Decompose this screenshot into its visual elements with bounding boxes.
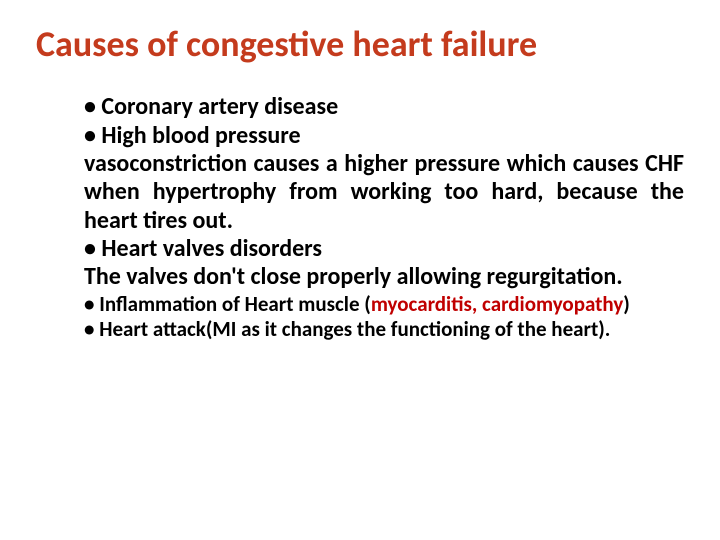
bullet-4-lead: Inflammation of Heart muscle (99, 291, 364, 317)
bullet-2-text: High blood pressure (101, 121, 300, 150)
bullet-5: • Heart attack(MI as it changes the func… (84, 317, 684, 343)
bullet-4-red: myocarditis, cardiomyopathy (371, 291, 623, 317)
bullet-5-rest: (MI as it changes the functioning of the… (206, 316, 611, 342)
bullet-marker: • (84, 291, 99, 317)
bullet-marker: • (84, 92, 101, 121)
bullet-1-text: Coronary artery disease (101, 92, 338, 121)
bullet-2-desc: vasoconstriction causes a higher pressur… (84, 150, 684, 235)
bullet-marker: • (84, 316, 99, 342)
bullet-1: • Coronary artery disease (84, 93, 684, 121)
slide-title: Causes of congestive heart failure (36, 24, 684, 65)
bullet-3: • Heart valves disorders (84, 235, 684, 263)
bullet-2: • High blood pressure (84, 122, 684, 150)
bullet-4: • Inflammation of Heart muscle (myocardi… (84, 292, 684, 318)
content-block: • Coronary artery disease • High blood p… (36, 93, 684, 342)
bullet-3-text: Heart valves disorders (101, 234, 322, 263)
bullet-marker: • (84, 121, 101, 150)
title-text: Causes of congestive heart failure (36, 22, 537, 66)
bullet-marker: • (84, 234, 101, 263)
paren-close: ) (623, 291, 630, 317)
bullet-3-desc: The valves don't close properly allowing… (84, 263, 684, 291)
bullet-5-lead: Heart attack (99, 316, 206, 342)
